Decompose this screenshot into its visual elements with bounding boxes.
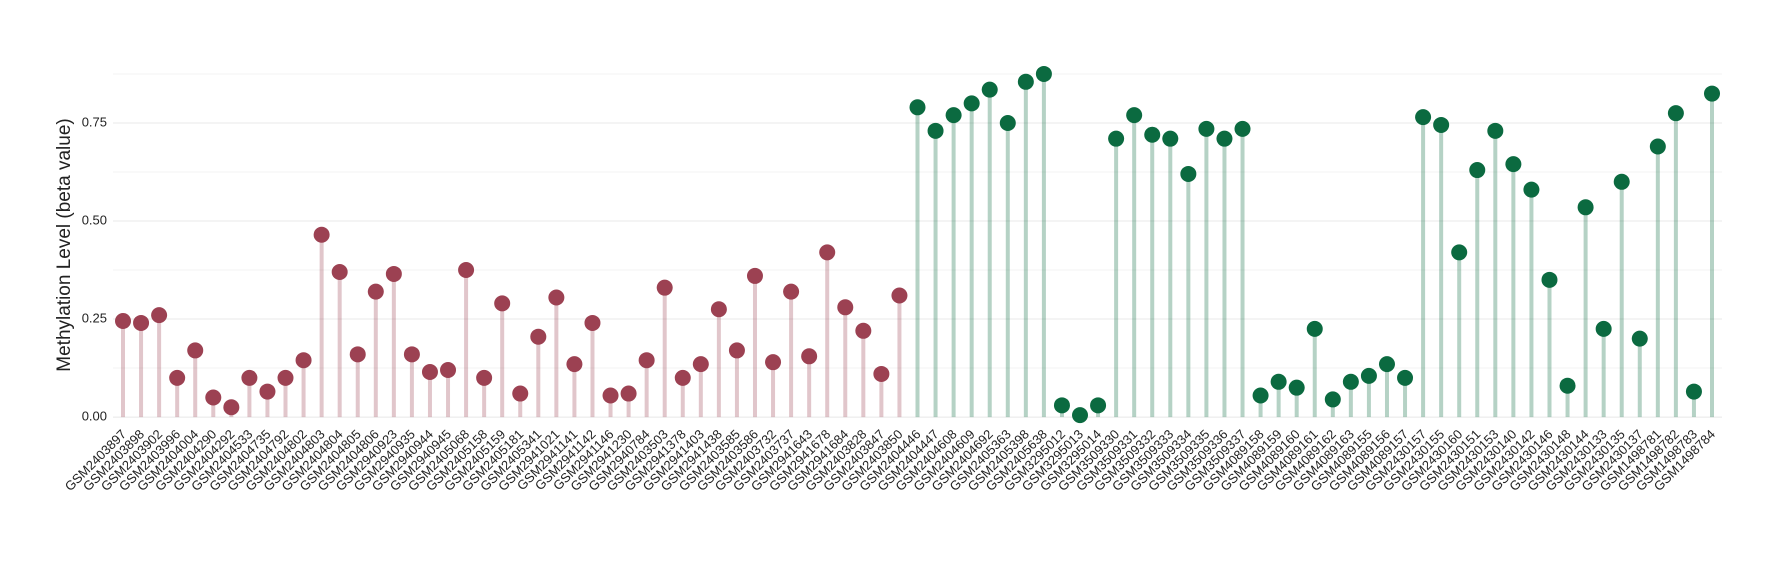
dot [1505,156,1522,173]
dot [1288,379,1305,396]
dot [1198,120,1215,137]
dot [1631,330,1648,347]
dot [1685,383,1702,400]
dot [801,348,818,365]
dot [133,314,150,331]
dot [385,265,402,282]
dot [819,244,836,261]
dot [837,299,854,316]
dot [1035,65,1052,82]
dot [1324,391,1341,408]
dot [1704,85,1720,102]
dot [440,362,457,379]
dot [115,313,131,330]
dot [1126,107,1143,124]
dot [1053,397,1070,414]
dot [331,263,348,280]
dot [891,287,908,304]
y-tick-label: 0.75 [82,114,107,129]
dot [1270,373,1287,390]
dot [1613,173,1630,190]
dot [512,385,529,402]
dot [367,283,384,300]
dot [169,369,186,386]
dot [295,352,312,369]
dot [620,385,637,402]
dot [349,346,366,363]
y-tick-label: 0.50 [82,212,107,227]
y-tick-label: 0.25 [82,310,107,325]
dot [638,352,655,369]
dot [187,342,204,359]
dot [223,399,240,416]
dot [855,322,872,339]
dot [927,122,944,139]
dot [746,267,763,284]
dot [692,356,709,373]
dot [1108,130,1125,147]
dot [1360,367,1377,384]
dot [403,346,420,363]
dot [151,307,168,324]
dot [1180,165,1197,182]
dot [981,81,998,98]
dot [1577,199,1594,216]
y-tick-label: 0.00 [82,409,107,424]
dot [1397,369,1414,386]
dot [783,283,800,300]
dot [277,369,294,386]
dot [656,279,673,296]
dot [1162,130,1179,147]
dot [1451,244,1468,261]
dot [1559,377,1576,394]
dot [1541,271,1558,288]
dot [999,114,1016,131]
dot [1306,320,1323,337]
dot [1523,181,1540,198]
dot [476,369,493,386]
dot [710,301,727,318]
dot [674,369,691,386]
dot [873,365,890,382]
dot [205,389,222,406]
dot [1378,356,1395,373]
dot [1144,126,1161,143]
dot [1090,397,1107,414]
dot [566,356,583,373]
dot [1072,407,1089,424]
dot [1252,387,1269,404]
dot [1342,373,1359,390]
dot [963,95,980,112]
dot [1415,109,1432,126]
dot [1469,162,1486,179]
dot [1595,320,1612,337]
dot [602,387,619,404]
dot [945,107,962,124]
dot [1234,120,1251,137]
dot [313,226,330,243]
dot [1216,130,1233,147]
dot [530,328,547,345]
dot [421,363,438,380]
y-axis-label: Methylation Level (beta value) [54,118,75,371]
dot [1017,73,1034,90]
dot [548,289,565,306]
dot [1433,116,1450,133]
dot [241,369,258,386]
dot [728,342,745,359]
dot [494,295,511,312]
dot [259,383,276,400]
dot [765,354,782,371]
dot [458,262,475,279]
dot [584,314,601,331]
dot [1667,105,1684,122]
dot [909,99,926,116]
dot [1487,122,1504,139]
dot [1649,138,1666,155]
